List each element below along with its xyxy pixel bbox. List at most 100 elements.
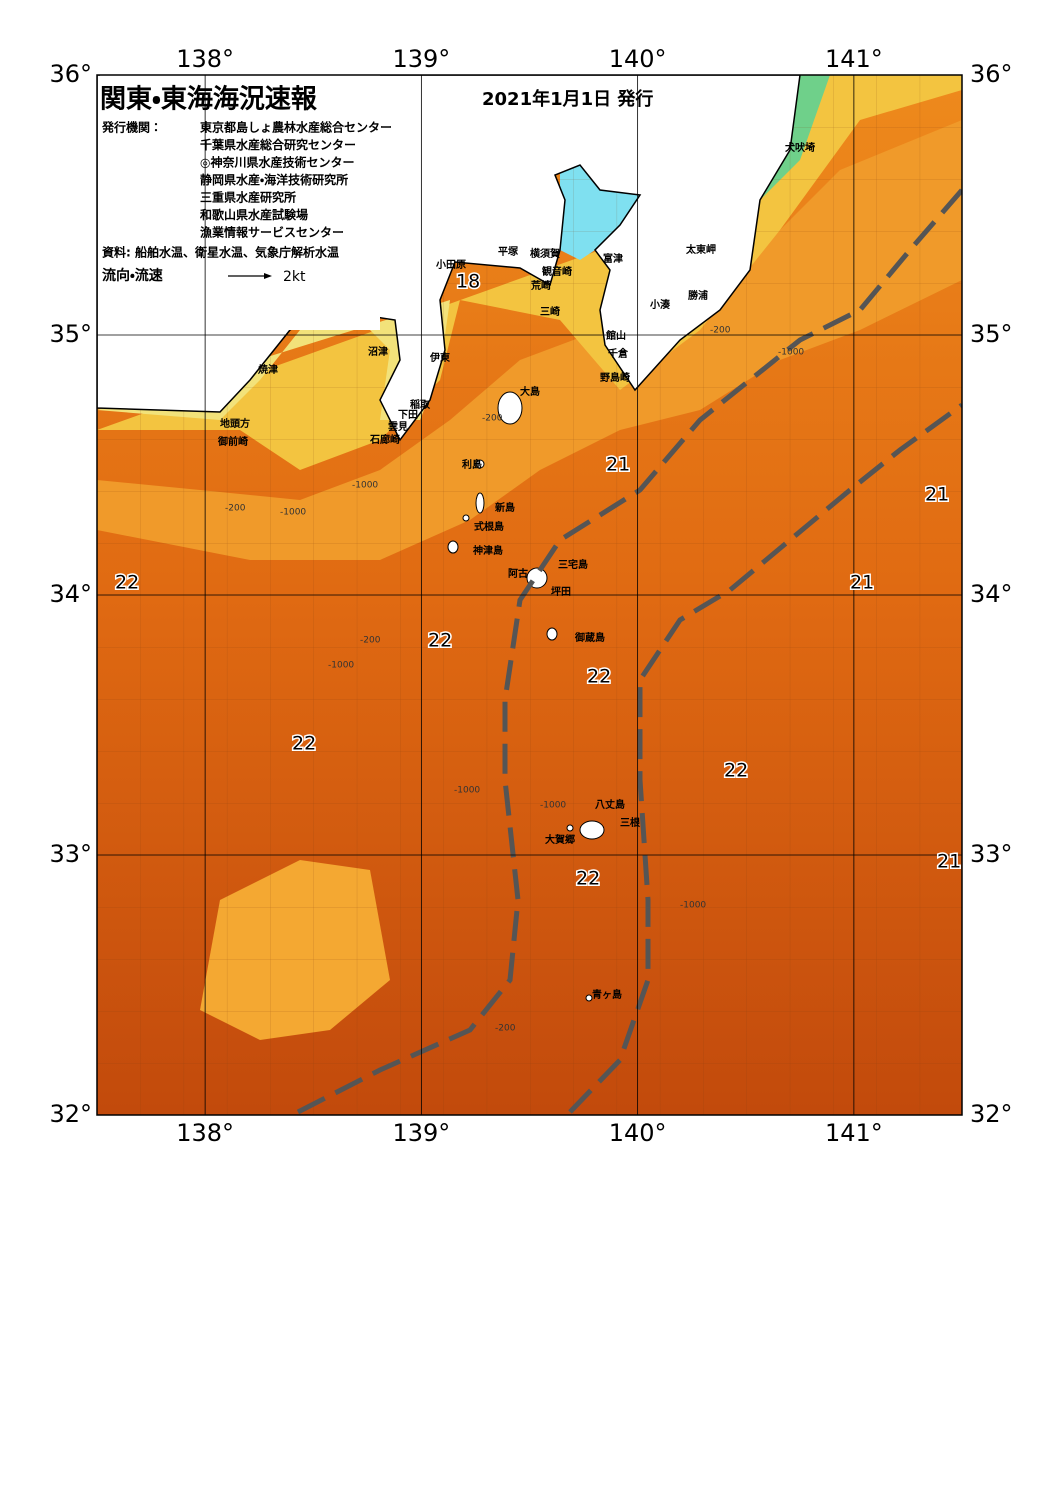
place-name: 三根 xyxy=(620,816,641,829)
issuer: 漁業情報サービスセンター xyxy=(200,225,344,240)
lon-label: 139° xyxy=(392,45,450,73)
isotherm-label: 22 xyxy=(115,572,139,594)
depth-label: -200 xyxy=(360,636,381,646)
place-name: 野島崎 xyxy=(600,371,630,384)
place-name: 坪田 xyxy=(551,585,571,598)
lon-label: 140° xyxy=(609,45,667,73)
lat-label: 34° xyxy=(49,580,92,608)
place-name: 沼津 xyxy=(368,345,388,358)
lat-label: 33° xyxy=(49,840,92,868)
lat-label: 36° xyxy=(49,60,92,88)
isotherm-label: 21 xyxy=(937,851,961,873)
depth-label: -200 xyxy=(225,504,246,514)
place-name: 三崎 xyxy=(540,305,560,318)
place-name: 伊東 xyxy=(429,351,450,364)
kuroshio-path xyxy=(568,402,962,1114)
place-name: 小湊 xyxy=(649,298,671,311)
island xyxy=(579,820,605,840)
depth-label: -200 xyxy=(495,1024,516,1034)
place-name: 観音崎 xyxy=(542,265,572,278)
kuroshio xyxy=(296,188,962,1115)
place-name: 大賀郷 xyxy=(545,833,575,846)
place-name: 平塚 xyxy=(498,245,519,258)
issuer: 和歌山県水産試験場 xyxy=(199,207,308,222)
place-name: 青ヶ島 xyxy=(592,988,622,1001)
lat-label: 33° xyxy=(970,840,1013,868)
lat-label: 35° xyxy=(49,320,92,348)
place-name: 八丈島 xyxy=(595,798,625,811)
kuroshio-path xyxy=(296,188,962,1115)
islands xyxy=(447,391,605,1002)
place-name: 神津島 xyxy=(472,544,503,557)
place-name: 富津 xyxy=(603,252,623,265)
issuer: 東京都島しょ農林水産総合センター xyxy=(200,120,392,135)
place-name: 横須賀 xyxy=(530,247,560,260)
place-name: 小田原 xyxy=(435,258,466,271)
place-name: 大島 xyxy=(520,385,540,398)
island xyxy=(462,514,470,522)
flow-arrowhead xyxy=(264,273,272,279)
isotherm-label: 22 xyxy=(292,733,316,755)
lat-label: 32° xyxy=(49,1100,92,1128)
place-name: 御蔵島 xyxy=(574,631,605,644)
lat-label: 34° xyxy=(970,580,1013,608)
place-name: 利島 xyxy=(462,458,482,471)
info-box xyxy=(100,75,380,330)
island xyxy=(475,459,485,469)
lon-label: 139° xyxy=(392,1119,450,1147)
place-name: 太東岬 xyxy=(685,243,716,256)
island xyxy=(475,492,485,514)
place-name: 阿古 xyxy=(508,567,528,580)
issuer-label: 発行機関： xyxy=(101,120,162,135)
depth-label: -1000 xyxy=(680,901,706,911)
isotherm-label: 22 xyxy=(428,630,452,652)
island xyxy=(546,627,558,641)
isotherm-label: 21 xyxy=(850,572,874,594)
depth-label: -200 xyxy=(482,414,503,424)
depth-label: -1000 xyxy=(454,786,480,796)
place-name: 犬吠埼 xyxy=(785,141,815,154)
place-name: 雲見 xyxy=(388,421,408,433)
source: 資料: 船舶水温、衛星水温、気象庁解析水温 xyxy=(102,245,339,260)
place-name: 稲取 xyxy=(410,398,431,411)
depth-label: -1000 xyxy=(352,481,378,491)
title: 関東・東海海況速報 xyxy=(100,85,318,115)
isotherm-label: 22 xyxy=(587,666,611,688)
depth-label: -1000 xyxy=(540,801,566,811)
isotherm-label: 18 xyxy=(456,271,480,293)
island xyxy=(497,391,523,425)
issuer: 千葉県水産総合研究センター xyxy=(200,137,356,152)
island xyxy=(566,824,574,832)
place-name: 式根島 xyxy=(474,520,504,533)
place-name: 下田 xyxy=(398,409,418,421)
lon-label: 140° xyxy=(609,1119,667,1147)
isotherm-label: 21 xyxy=(606,454,630,476)
island xyxy=(447,540,459,554)
place-name: 地頭方 xyxy=(220,417,250,430)
lon-label: 141° xyxy=(825,1119,883,1147)
place-name: 御前崎 xyxy=(217,435,248,448)
lat-label: 36° xyxy=(970,60,1013,88)
issuer: 三重県水産研究所 xyxy=(200,190,296,205)
issuer: ◎神奈川県水産技術センター xyxy=(200,155,354,170)
place-name: 三宅島 xyxy=(558,558,588,571)
place-name: 焼津 xyxy=(258,363,278,376)
place-name: 石廊崎 xyxy=(369,433,400,446)
flow-speed: 2kt xyxy=(283,269,306,285)
island xyxy=(585,994,593,1002)
lon-label: 138° xyxy=(176,1119,234,1147)
flow-legend-label: 流向・流速 xyxy=(102,267,163,284)
place-name: 新島 xyxy=(494,501,515,514)
place-name: 荒崎 xyxy=(530,279,551,292)
lon-label: 141° xyxy=(825,45,883,73)
issue-date: 2021年1月1日 発行 xyxy=(482,88,653,110)
depth-label: -200 xyxy=(710,326,731,336)
lat-label: 35° xyxy=(970,320,1013,348)
depth-label: -1000 xyxy=(778,348,804,358)
isotherm-label: 22 xyxy=(724,760,748,782)
place-name: 館山 xyxy=(605,329,626,342)
place-name: 千倉 xyxy=(608,347,629,360)
place-name: 勝浦 xyxy=(688,289,708,302)
